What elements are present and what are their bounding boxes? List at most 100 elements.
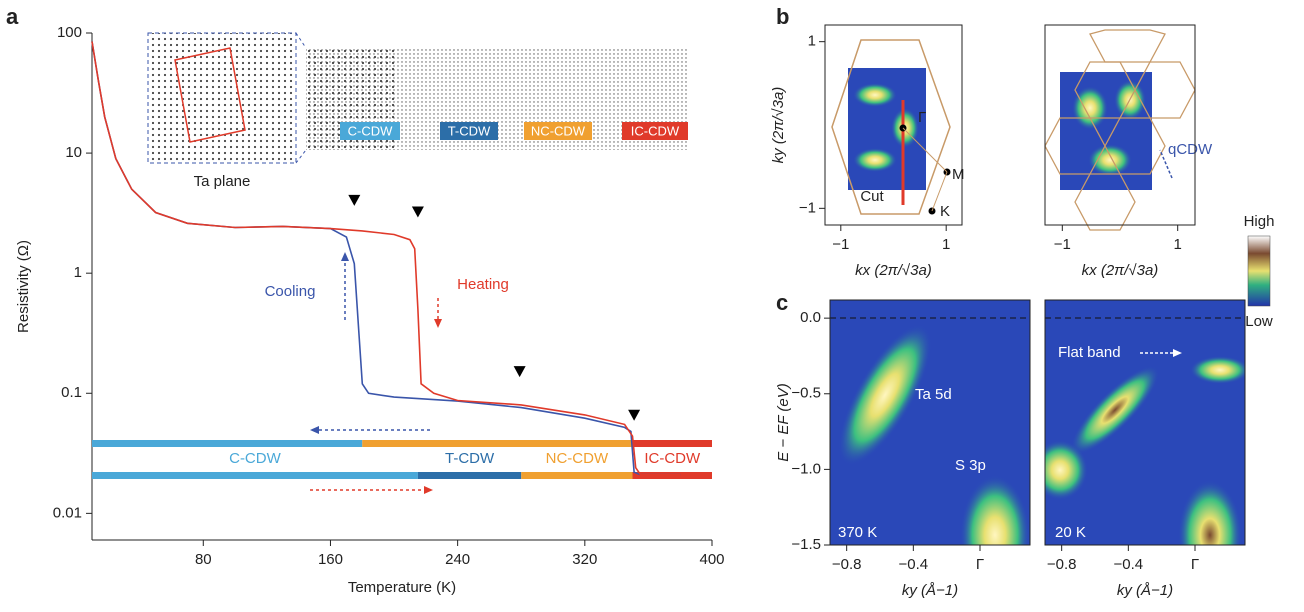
y-tick-label: −0.5: [791, 385, 821, 402]
x-tick-label: −1: [1054, 236, 1071, 253]
zoom-line: [295, 32, 307, 49]
phase-tag-label: NC-CDW: [531, 123, 586, 138]
y-tick-label: 0.01: [53, 504, 82, 521]
y-tick-label: 1: [808, 33, 816, 50]
map-feature: [853, 83, 897, 107]
plot-frame: [829, 299, 1031, 546]
annotation: Ta 5d: [915, 386, 952, 403]
arrowhead: [424, 486, 433, 494]
x-tick-label: 240: [445, 551, 470, 568]
y-axis-label: Resistivity (Ω): [15, 240, 32, 333]
x-tick-label: −0.4: [899, 556, 929, 573]
plot-frame: [824, 24, 963, 226]
x-tick-label: 80: [195, 551, 212, 568]
x-tick-label: 1: [1174, 236, 1182, 253]
path: [931, 171, 948, 212]
x-tick-label: −0.8: [1047, 556, 1077, 573]
x-tick-label: Γ: [1191, 556, 1199, 573]
map-feature: [1070, 365, 1160, 455]
y-tick-label: 0.0: [800, 309, 821, 326]
x-axis-label: ky (Å−1): [902, 582, 958, 599]
unit-cell: [174, 47, 246, 143]
annotation: S 3p: [955, 457, 986, 474]
arrows: [310, 258, 439, 491]
phase-bar: [417, 472, 522, 479]
x-tick-label: −0.8: [832, 556, 862, 573]
phase-tag-label: C-CDW: [348, 123, 393, 138]
map-feature: [853, 148, 897, 172]
y-axis-label: ky (2π/√3a): [770, 87, 787, 164]
transition-marker: [411, 206, 424, 218]
map-feature: [1045, 440, 1088, 500]
inset: Ta plane: [147, 32, 688, 190]
phase-tag: [622, 122, 688, 140]
phase-tag: [524, 122, 592, 140]
y-tick-label: 10: [65, 144, 82, 161]
fermi-map: Γ M K Cut: [831, 39, 965, 220]
annotation: Flat band: [1058, 344, 1121, 361]
x-tick-label: Γ: [976, 556, 984, 573]
x-tick-label: 320: [572, 551, 597, 568]
map-feature: [838, 324, 932, 466]
brillouin-zone: [1074, 173, 1136, 231]
arrowheads: [310, 252, 442, 494]
phase-tag-label: IC-CDW: [631, 123, 680, 138]
map-feature: [1072, 86, 1108, 130]
transition-marker: [513, 366, 526, 378]
annotation: Cut: [860, 188, 884, 205]
x-axis-label: kx (2π/√3a): [855, 262, 932, 279]
x-tick-label: −1: [832, 236, 849, 253]
y-tick-label: 100: [57, 24, 82, 41]
x-axis-label: Temperature (K): [348, 579, 456, 596]
brillouin-zone: [831, 39, 951, 215]
phase-label: C-CDW: [229, 450, 281, 467]
panel-label: a: [6, 4, 19, 29]
x-axis-label: kx (2π/√3a): [1082, 262, 1159, 279]
phase-tag: [440, 122, 498, 140]
phase-label: T-CDW: [445, 450, 495, 467]
lattice-box: [147, 32, 297, 164]
map-feature: [960, 475, 1030, 545]
annotation: Heating: [457, 276, 509, 293]
colorbar-label: Low: [1245, 313, 1273, 330]
phase-bar: [92, 440, 363, 447]
zoom-line: [295, 149, 307, 164]
arpes-map: 20 K Flat band: [1045, 300, 1245, 545]
map-feature: [1088, 144, 1132, 176]
inset-label: Ta plane: [194, 173, 251, 190]
x-tick-label: 160: [318, 551, 343, 568]
phase-label: NC-CDW: [546, 450, 609, 467]
y-tick-label: −1: [799, 199, 816, 216]
panel-label: b: [776, 4, 789, 29]
annotation: qCDW: [1168, 141, 1213, 158]
fermi-map: qCDW: [1044, 29, 1213, 231]
x-tick-label: −0.4: [1114, 556, 1144, 573]
transition-marker: [628, 409, 641, 421]
plot-frame: [1044, 299, 1246, 546]
map-feature: [1178, 480, 1242, 545]
annotation: 370 K: [838, 524, 877, 541]
arrowhead: [310, 426, 319, 434]
arrowhead: [341, 252, 349, 261]
colorbar-label: High: [1244, 213, 1275, 230]
arrowhead: [434, 319, 442, 328]
x-tick-label: 1: [942, 236, 950, 253]
panel-label: c: [776, 290, 788, 315]
y-axis-label: E − EF (eV): [775, 383, 792, 462]
brillouin-zone: [1044, 117, 1106, 175]
annotation: Cooling: [265, 283, 316, 300]
path: [902, 127, 948, 173]
y-tick-label: 0.1: [61, 384, 82, 401]
phase-bar: [632, 440, 712, 447]
phase-bar: [362, 440, 633, 447]
y-tick-label: 1: [74, 264, 82, 281]
y-tick-label: −1.0: [791, 460, 821, 477]
arpes-map: 370 K Ta 5d S 3p: [830, 300, 1030, 545]
phase-tag-label: T-CDW: [448, 123, 491, 138]
x-tick-label: 400: [699, 551, 724, 568]
transition-marker: [348, 194, 361, 206]
phase-bar: [521, 472, 633, 479]
phase-label: IC-CDW: [644, 450, 701, 467]
